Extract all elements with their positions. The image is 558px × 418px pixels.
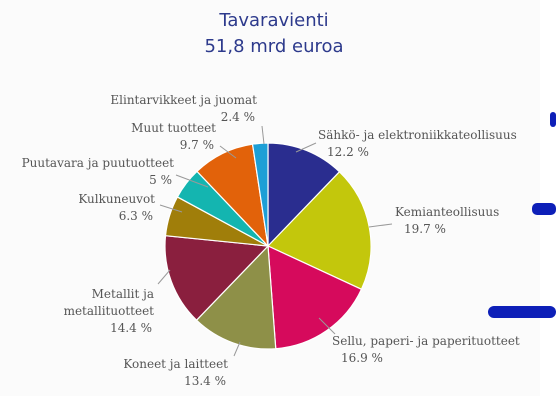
slice-label: metallituotteet	[64, 304, 155, 318]
redaction-mark	[532, 203, 556, 215]
leader-line	[157, 269, 171, 285]
leader-line	[219, 145, 237, 159]
frame-bottom	[0, 396, 558, 418]
redaction-mark	[550, 112, 556, 127]
slice-value-label: 5 %	[149, 173, 172, 187]
leader-line	[368, 223, 393, 228]
chart-subtitle: 51,8 mrd euroa	[204, 36, 344, 57]
slice-label: Kulkuneuvot	[78, 192, 155, 206]
slice-label: Muut tuotteet	[131, 121, 216, 135]
leader-line	[233, 341, 241, 357]
slice-value-label: 19.7 %	[404, 222, 446, 236]
slice-label: Koneet ja laitteet	[123, 357, 228, 371]
slice-value-label: 16.9 %	[341, 351, 383, 365]
slice-label: Sähkö- ja elektroniikkateollisuus	[318, 128, 517, 142]
leader-line	[261, 125, 265, 145]
pie-slice-3	[267, 245, 363, 350]
slice-value-label: 13.4 %	[184, 374, 226, 388]
slice-value-label: 2.4 %	[221, 110, 255, 124]
slice-label: Puutavara ja puutuotteet	[22, 156, 175, 170]
slice-label: Kemianteollisuus	[395, 205, 499, 219]
slice-value-label: 9.7 %	[180, 138, 214, 152]
slice-value-label: 14.4 %	[110, 321, 152, 335]
pie-slice-1	[267, 142, 341, 248]
leader-line	[295, 142, 317, 153]
pie-slice-9	[251, 142, 269, 247]
leader-line	[318, 317, 336, 335]
slice-label: Metallit ja	[92, 287, 154, 301]
chart-title: Tavaravienti	[219, 10, 329, 31]
leader-line	[175, 174, 209, 188]
pie-slice-4	[195, 244, 277, 350]
pie-slice-5	[164, 235, 270, 322]
redaction-mark	[488, 306, 556, 318]
slice-label: Elintarvikkeet ja juomat	[110, 93, 257, 107]
slice-value-label: 12.2 %	[327, 145, 369, 159]
slice-value-label: 6.3 %	[119, 209, 153, 223]
slice-label: Sellu, paperi- ja paperituotteet	[332, 334, 520, 348]
leader-line	[159, 204, 183, 213]
